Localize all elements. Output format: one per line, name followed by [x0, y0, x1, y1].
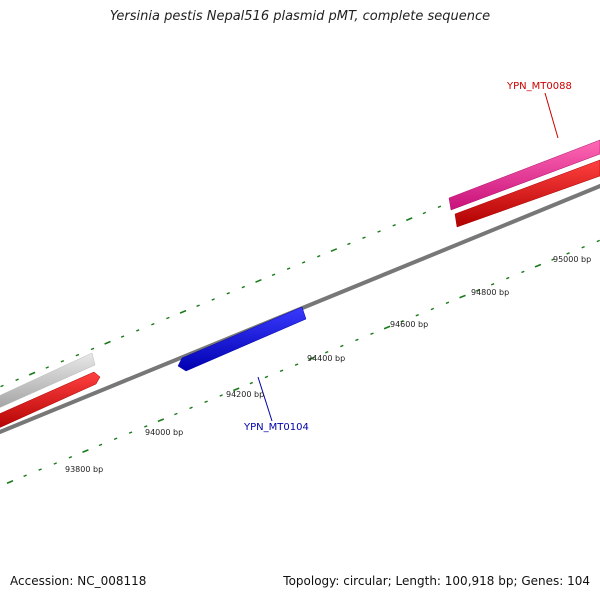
inner-track-minor-tick [128, 431, 133, 434]
gene-gray[interactable] [0, 352, 96, 412]
inner-track-minor-tick [204, 400, 208, 403]
outer-track-minor-tick [271, 273, 276, 277]
topology-summary: Topology: circular; Length: 100,918 bp; … [283, 574, 590, 588]
inner-track-minor-tick [144, 425, 148, 428]
outer-track-minor-tick [15, 378, 19, 382]
inner-track-minor-tick [113, 437, 118, 441]
outer-track-major-tick [405, 217, 413, 222]
outer-track-minor-tick [301, 261, 306, 264]
inner-track-minor-tick [566, 252, 570, 255]
inner-track-minor-tick [264, 375, 269, 379]
outer-track-minor-tick [241, 285, 246, 289]
outer-track-minor-tick [226, 292, 230, 295]
outer-track-minor-tick [347, 242, 351, 246]
scale-label-93800: 93800 bp [65, 465, 103, 474]
gene-blue[interactable] [177, 306, 307, 372]
gene-label-ypn-mt0088[interactable]: YPN_MT0088 [506, 81, 572, 92]
inner-track-major-tick [308, 356, 315, 361]
outer-track-minor-tick [90, 347, 95, 351]
gene-red-left[interactable] [0, 371, 101, 432]
outer-track-minor-tick [196, 304, 200, 307]
inner-track-minor-tick [325, 350, 329, 354]
scale-label-94000: 94000 bp [145, 428, 183, 437]
outer-track-minor-tick [286, 267, 291, 270]
inner-track-major-tick [459, 294, 466, 299]
outer-track-minor-tick [166, 316, 170, 320]
inner-track-minor-tick [445, 301, 450, 305]
inner-track-minor-tick [415, 313, 419, 317]
inner-track-minor-tick [370, 332, 374, 335]
gene-pink[interactable] [448, 139, 600, 211]
inner-track-minor-tick [189, 406, 193, 410]
inner-track-major-tick [232, 387, 240, 392]
scale-label-94200: 94200 bp [226, 390, 264, 399]
inner-track-minor-tick [23, 474, 27, 478]
inner-track-major-tick [82, 449, 89, 454]
inner-track-minor-tick [551, 258, 555, 261]
inner-track-minor-tick [400, 320, 404, 323]
inner-track-minor-tick [174, 412, 178, 416]
inner-tick-track [6, 239, 600, 484]
outer-track-minor-tick [136, 329, 140, 332]
outer-track-major-tick [28, 371, 36, 376]
label-leader-forward [544, 92, 559, 139]
outer-track-minor-tick [362, 236, 366, 239]
inner-track-minor-tick [68, 456, 73, 459]
outer-track-minor-tick [377, 230, 381, 233]
inner-track-major-tick [6, 480, 14, 484]
outer-track-major-tick [255, 278, 262, 283]
inner-track-minor-tick [355, 338, 359, 342]
outer-track-minor-tick [437, 205, 442, 209]
outer-track-minor-tick [0, 384, 4, 388]
inner-track-minor-tick [521, 270, 525, 274]
outer-track-minor-tick [392, 224, 396, 227]
inner-track-major-tick [383, 325, 391, 330]
outer-track-minor-tick [120, 335, 125, 338]
scale-label-95000: 95000 bp [553, 255, 591, 264]
outer-track-minor-tick [151, 322, 155, 326]
outer-track-minor-tick [45, 366, 49, 369]
outer-track-major-tick [104, 340, 111, 345]
inner-track-minor-tick [294, 363, 299, 366]
inner-track-minor-tick [53, 462, 57, 465]
inner-track-minor-tick [249, 381, 254, 385]
outer-track-major-tick [179, 309, 187, 314]
inner-track-minor-tick [581, 245, 585, 249]
inner-track-minor-tick [38, 468, 42, 471]
accession-text: Accession: NC_008118 [10, 574, 147, 588]
outer-track-minor-tick [60, 360, 65, 363]
inner-track-major-tick [534, 263, 542, 268]
scale-label-94800: 94800 bp [471, 288, 509, 297]
outer-track-minor-tick [317, 254, 321, 258]
label-leader-reverse [257, 376, 273, 422]
inner-track-minor-tick [340, 344, 344, 348]
outer-track-minor-tick [211, 298, 215, 301]
map-title: Yersinia pestis Nepal516 plasmid pMT, co… [109, 9, 491, 24]
scale-label-94400: 94400 bp [307, 354, 345, 363]
inner-track-minor-tick [475, 289, 480, 292]
inner-track-minor-tick [430, 307, 435, 311]
gene-label-ypn-mt0104[interactable]: YPN_MT0104 [243, 422, 309, 433]
inner-track-minor-tick [490, 283, 495, 286]
outer-track-major-tick [330, 248, 338, 253]
inner-track-minor-tick [219, 394, 223, 397]
outer-track-minor-tick [422, 211, 427, 215]
gene-red-right[interactable] [454, 159, 600, 228]
inner-track-minor-tick [98, 443, 103, 447]
inner-track-minor-tick [596, 239, 600, 243]
outer-track-minor-tick [75, 353, 80, 357]
inner-track-minor-tick [279, 369, 284, 373]
inner-track-minor-tick [506, 276, 510, 280]
inner-track-major-tick [157, 418, 165, 423]
scale-label-94600: 94600 bp [390, 320, 428, 329]
